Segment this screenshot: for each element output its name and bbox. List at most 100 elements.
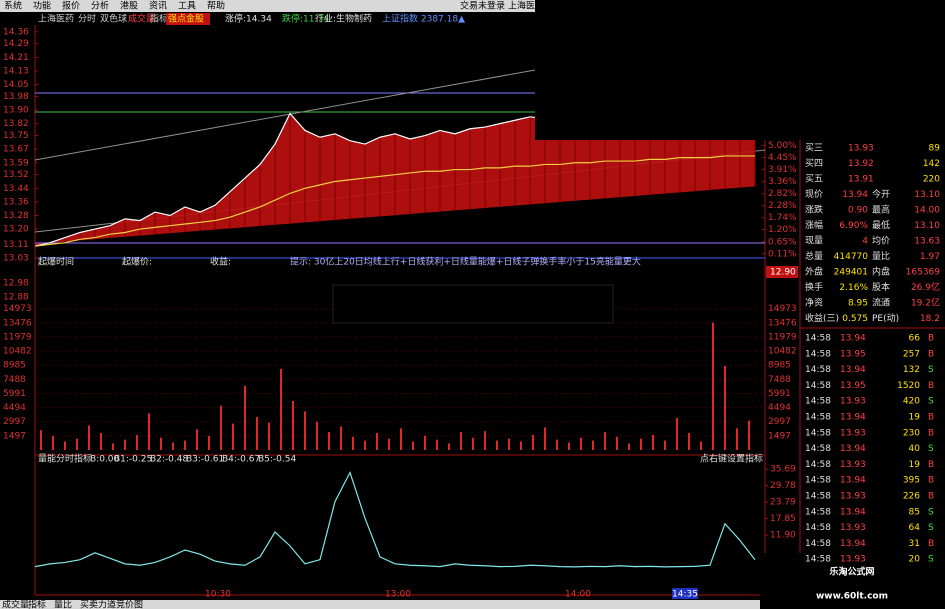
y2-tick-label: 0.11% bbox=[768, 249, 797, 259]
y-tick-label: 14.21 bbox=[3, 53, 29, 63]
y-tick-label: 12.88 bbox=[3, 293, 29, 303]
y-tick-label: 8985 bbox=[3, 361, 26, 371]
bottom-tab[interactable]: 指标 bbox=[28, 599, 46, 609]
volume-bar bbox=[448, 443, 450, 450]
y-tick-label: 4494 bbox=[3, 403, 26, 413]
y-tick-label: 2997 bbox=[3, 417, 26, 427]
view-tab[interactable]: 分时 bbox=[78, 13, 96, 25]
trade-volume: 1520 bbox=[897, 381, 920, 391]
volume-bar bbox=[244, 385, 246, 450]
stat-label: 收益(三) bbox=[805, 312, 839, 324]
indicator-title: 量能分时指标 bbox=[38, 453, 92, 465]
bottom-tab[interactable]: 量比 bbox=[54, 599, 72, 609]
x-tick-label: 10:30 bbox=[205, 590, 231, 600]
stat-value: 19.2亿 bbox=[911, 297, 940, 309]
stat-label: 最低 bbox=[872, 219, 890, 231]
y2-tick-label: 23.79 bbox=[770, 498, 796, 508]
y-tick-label: 14.13 bbox=[3, 66, 29, 76]
trade-side: S bbox=[928, 397, 934, 407]
volume-bar bbox=[280, 368, 282, 450]
indicator-param: B:0.00 bbox=[90, 455, 120, 465]
y-tick-label: 13.44 bbox=[3, 184, 29, 194]
trade-side: B bbox=[928, 349, 934, 359]
watermark-title: 乐淘公式网 bbox=[829, 566, 874, 578]
menu-item[interactable]: 分析 bbox=[91, 0, 109, 12]
y2-tick-label: 2997 bbox=[768, 417, 791, 427]
index-quote: 上证指数 2387.18▲ bbox=[382, 13, 465, 25]
volume-bar bbox=[460, 432, 462, 450]
trade-side: S bbox=[928, 555, 934, 565]
trade-volume: 85 bbox=[909, 507, 920, 517]
trade-price: 13.95 bbox=[840, 381, 866, 391]
volume-bar bbox=[184, 440, 186, 450]
volume-bar bbox=[580, 437, 582, 450]
menu-item[interactable]: 报价 bbox=[62, 0, 80, 12]
trade-side: S bbox=[928, 444, 934, 454]
view-tab[interactable]: 双色球 bbox=[100, 13, 127, 25]
trade-time: 14:58 bbox=[805, 397, 831, 407]
bottom-tab[interactable]: 竞价图 bbox=[116, 599, 143, 609]
stat-value: 8.95 bbox=[848, 299, 868, 309]
indicator-param: B3:-0.61 bbox=[186, 455, 224, 465]
trade-volume: 395 bbox=[903, 476, 920, 486]
y-tick-label: 14.36 bbox=[3, 27, 29, 37]
trade-volume: 19 bbox=[909, 460, 921, 470]
y2-tick-label: 4494 bbox=[768, 403, 791, 413]
stat-label: 量比 bbox=[872, 250, 890, 262]
trade-side: S bbox=[928, 507, 934, 517]
volume-bar bbox=[232, 423, 234, 450]
trade-price: 13.93 bbox=[840, 460, 866, 470]
volume-bar bbox=[664, 440, 666, 450]
cover-block bbox=[535, 0, 945, 140]
view-tab[interactable]: 指标 bbox=[150, 13, 168, 25]
x-tick-label: 14:35 bbox=[672, 590, 698, 600]
trade-price: 13.94 bbox=[840, 413, 866, 423]
bottom-tab[interactable]: 成交量 bbox=[2, 599, 29, 609]
y2-tick-label: 11979 bbox=[768, 332, 797, 342]
menu-item[interactable]: 工具 bbox=[178, 1, 196, 12]
volume-bar bbox=[652, 434, 654, 450]
y-tick-label: 14.05 bbox=[3, 80, 29, 90]
average-line bbox=[34, 155, 755, 247]
stat-label: 外盘 bbox=[805, 266, 823, 278]
stat-label: 换手 bbox=[805, 281, 823, 293]
menu-item[interactable]: 功能 bbox=[33, 0, 51, 12]
volume-bar bbox=[340, 426, 342, 450]
annotation: 提示: 30亿上20日均线上行+日线获利+日线量能爆+日线子弹换手率小于15亮能… bbox=[290, 256, 641, 268]
y2-tick-label: 17.85 bbox=[770, 514, 796, 524]
menu-item[interactable]: 港股 bbox=[120, 0, 138, 12]
volume-bar bbox=[412, 441, 414, 450]
y-tick-label: 11979 bbox=[3, 332, 32, 342]
view-tab[interactable]: 成交量 bbox=[128, 13, 155, 25]
trade-price: 13.94 bbox=[840, 507, 866, 517]
trade-time: 14:58 bbox=[805, 349, 831, 359]
trade-side: B bbox=[928, 428, 934, 438]
trade-volume: 31 bbox=[909, 539, 920, 549]
trade-time: 14:58 bbox=[805, 413, 831, 423]
book-label: 买五 bbox=[805, 174, 823, 185]
trend-line bbox=[34, 69, 536, 161]
stat-value: 249401 bbox=[834, 268, 868, 278]
volume-bar bbox=[40, 430, 42, 450]
trade-time: 14:58 bbox=[805, 492, 831, 502]
volume-bar bbox=[724, 366, 726, 450]
indicator-param: B4:-0.67 bbox=[222, 455, 260, 465]
stat-label: 涨跌 bbox=[805, 205, 823, 216]
trade-volume: 20 bbox=[909, 555, 921, 565]
bottom-tab[interactable]: 买卖力道 bbox=[80, 599, 116, 609]
stat-value: 165369 bbox=[906, 268, 941, 278]
trade-time: 14:58 bbox=[805, 428, 831, 438]
menu-status: 交易未登录 bbox=[460, 0, 505, 12]
stat-label: 净资 bbox=[805, 297, 823, 309]
stat-value: 0.575 bbox=[842, 314, 868, 324]
trade-price: 13.94 bbox=[840, 539, 866, 549]
volume-bar bbox=[748, 420, 750, 450]
menu-item[interactable]: 系统 bbox=[4, 0, 22, 12]
volume-bar bbox=[520, 441, 522, 450]
volume-bar bbox=[736, 428, 738, 450]
menu-item[interactable]: 帮助 bbox=[207, 0, 225, 12]
menu-item[interactable]: 资讯 bbox=[149, 1, 167, 12]
volume-bar bbox=[316, 421, 318, 450]
trade-price: 13.94 bbox=[840, 365, 866, 375]
